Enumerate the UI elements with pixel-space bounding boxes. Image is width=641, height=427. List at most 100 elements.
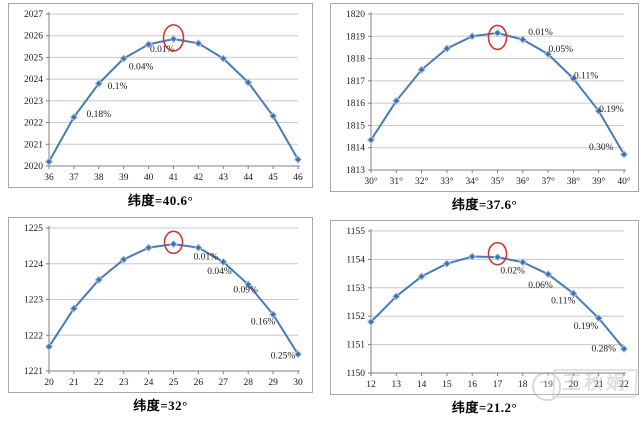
x-tick-label: 29: [268, 378, 278, 388]
x-tick-label: 36: [44, 173, 54, 183]
x-tick-label: 40°: [617, 176, 631, 187]
data-point: [194, 39, 203, 48]
annotation-label: 0.1%: [108, 82, 128, 92]
data-point: [619, 150, 629, 159]
y-tick-label: 1150: [346, 369, 365, 379]
highlight-circle: [162, 24, 185, 52]
chart-cell-lat-37-6: 1813 1814 1815 1816 1817 1818 1819 1820 30° 31° 32…: [330, 3, 639, 213]
annotation-label: 0.01%: [194, 252, 219, 262]
annotation-label: 0.16%: [251, 318, 276, 328]
y-tick-label: 1820: [346, 10, 365, 20]
x-tick-label: 45: [268, 173, 278, 183]
x-tick-label: 23: [119, 378, 129, 388]
data-point: [219, 54, 228, 63]
annotation-label: 0.04%: [207, 267, 232, 277]
x-tick-label: 25: [169, 378, 179, 388]
line-chart-lat-40-6: 2020 2021 2022 2023 2024 2025 2026 2027 36 37 38 39…: [9, 4, 312, 187]
x-tick-label: 30: [293, 378, 303, 388]
annotation-label: 0.19%: [599, 105, 624, 115]
x-tick-label: 38: [94, 173, 104, 183]
chart-canvas: 1813 1814 1815 1816 1817 1818 1819 1820 30° 31° 32…: [346, 10, 631, 187]
x-tick-label: 39: [119, 173, 129, 183]
annotation-label: 0.30%: [589, 143, 614, 153]
data-point: [366, 317, 376, 326]
data-point: [219, 257, 228, 267]
data-point: [543, 50, 553, 59]
data-point: [44, 157, 54, 166]
chart-panel-lat-40-6: 2020 2021 2022 2023 2024 2025 2026 2027 36 37 38 39…: [8, 3, 313, 188]
y-tick-label: 1816: [346, 99, 365, 109]
data-point: [293, 350, 303, 359]
chart-title-lat-37-6: 纬度=37.6°: [451, 197, 518, 212]
data-point: [244, 280, 253, 289]
chart-canvas: 1150 1151 1152 1153 1154 1155 12 13 14 15 16 17 18 19…: [346, 227, 629, 390]
line-chart-lat-37-6: 1813 1814 1815 1816 1817 1818 1819 1820 30° 31° 32…: [331, 4, 638, 191]
data-point: [594, 314, 603, 323]
x-tick-label: 20: [569, 380, 579, 390]
y-tick-label: 1224: [24, 260, 43, 270]
chart-title-lat-21-2: 纬度=21.2°: [451, 400, 518, 415]
data-point: [69, 113, 79, 122]
y-tick-label: 1155: [346, 227, 365, 237]
x-tick-label: 19: [543, 380, 553, 390]
line-chart-lat-21-2: 1150 1151 1152 1153 1154 1155 12 13 14 15 16 17 18 19…: [331, 221, 638, 394]
data-point: [594, 106, 603, 116]
y-tick-label: 2025: [24, 53, 43, 63]
annotation-label: 0.11%: [574, 72, 598, 82]
x-tick-label: 12: [366, 380, 376, 390]
x-tick-label: 21: [594, 380, 604, 390]
x-tick-label: 36°: [516, 176, 530, 187]
chart-panel-lat-32: 1221 1222 1223 1224 1225 20 21 22 23 24 25 26 27 28 29…: [8, 217, 313, 393]
y-tick-label: 1815: [346, 121, 365, 131]
chart-cell-lat-21-2: 1150 1151 1152 1153 1154 1155 12 13 14 15 16 17 18 19…: [330, 220, 639, 416]
x-tick-label: 37: [69, 173, 79, 183]
x-tick-label: 42: [194, 173, 204, 183]
x-tick-label: 38°: [567, 176, 581, 187]
y-tick-label: 1225: [24, 224, 43, 234]
data-point: [244, 78, 253, 87]
data-point: [569, 289, 578, 298]
x-tick-label: 44: [243, 173, 253, 183]
y-tick-label: 1813: [346, 166, 365, 176]
data-point: [442, 259, 452, 268]
y-tick-label: 1222: [24, 331, 43, 341]
line-chart-lat-32: 1221 1222 1223 1224 1225 20 21 22 23 24 25 26 27 28 29…: [9, 218, 312, 392]
data-point: [44, 342, 54, 351]
x-tick-label: 21: [69, 378, 79, 388]
data-point: [468, 32, 477, 41]
chart-canvas: 1221 1222 1223 1224 1225 20 21 22 23 24 25 26 27 28 29…: [24, 224, 303, 388]
x-tick-label: 41: [169, 173, 179, 183]
chart-panel-lat-21-2: 1150 1151 1152 1153 1154 1155 12 13 14 15 16 17 18 19…: [330, 220, 639, 395]
data-point: [94, 275, 103, 284]
annotation-label: 0.04%: [129, 62, 154, 72]
data-point: [268, 310, 278, 319]
data-point: [169, 239, 178, 249]
data-point: [543, 270, 553, 279]
x-tick-label: 43: [219, 173, 229, 183]
x-tick-label: 18: [518, 380, 528, 390]
y-tick-label: 2020: [24, 162, 43, 172]
data-point: [493, 253, 502, 262]
x-tick-label: 14: [417, 380, 427, 390]
chart-canvas: 2020 2021 2022 2023 2024 2025 2026 2027 36 37 38 39…: [24, 10, 303, 183]
x-tick-label: 22: [94, 378, 104, 388]
y-tick-label: 2027: [24, 10, 43, 20]
y-tick-label: 1154: [346, 255, 365, 265]
annotation-label: 0.02%: [500, 267, 525, 277]
y-tick-label: 1223: [24, 296, 43, 306]
chart-title-lat-32: 纬度=32°: [133, 398, 188, 413]
gridlines: [49, 13, 298, 145]
x-tick-label: 24: [144, 378, 154, 388]
x-tick-label: 26: [194, 378, 204, 388]
chart-cell-lat-40-6: 2020 2021 2022 2023 2024 2025 2026 2027 36 37 38 39…: [8, 3, 313, 209]
data-point: [293, 155, 303, 164]
annotation-label: 0.18%: [87, 110, 112, 120]
data-point: [569, 74, 578, 83]
annotation-label: 0.28%: [591, 345, 616, 355]
y-tick-label: 2024: [24, 75, 43, 85]
annotation-label: 0.11%: [551, 296, 575, 306]
annotation-label: 0.01%: [150, 45, 175, 55]
data-point: [366, 135, 376, 145]
x-tick-label: 34°: [466, 176, 480, 187]
x-tick-label: 35°: [491, 176, 505, 187]
